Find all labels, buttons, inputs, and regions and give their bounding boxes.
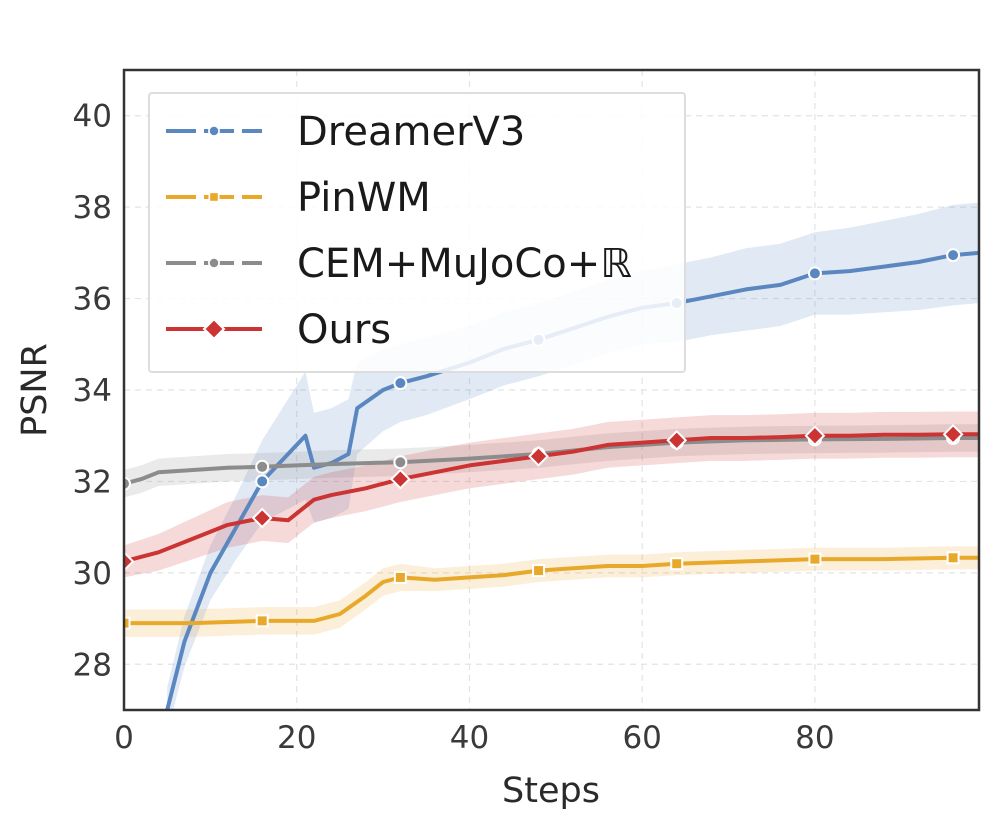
legend-marker-cem-mujoco [208, 257, 220, 269]
x-tick-label: 60 [622, 720, 661, 756]
legend-label-ours: Ours [297, 307, 391, 353]
pinwm-marker [946, 551, 960, 565]
ours-marker [666, 429, 688, 451]
pinwm-marker [255, 614, 269, 628]
y-tick-label: 32 [73, 464, 112, 500]
legend-box [148, 92, 686, 373]
y-tick-label: 30 [73, 556, 112, 592]
dreamerv3-marker [946, 248, 961, 263]
legend-marker-dreamerv3 [208, 125, 220, 137]
legend-label-pinwm: PinWM [297, 175, 431, 221]
x-tick-label: 80 [795, 720, 834, 756]
cem-mujoco-band [124, 424, 979, 498]
x-tick-label: 0 [114, 720, 134, 756]
pinwm-marker [808, 552, 822, 566]
pinwm-marker [670, 557, 684, 571]
ours-band [124, 411, 979, 578]
x-tick-label: 20 [277, 720, 316, 756]
ours-marker [528, 445, 549, 467]
y-tick-label: 38 [73, 190, 112, 226]
pinwm-marker [393, 570, 407, 584]
legend-marker-pinwm [208, 191, 220, 203]
ours-marker [389, 468, 411, 490]
ours-marker [942, 423, 964, 445]
legend-marker-ours [202, 317, 226, 341]
y-tick-label: 36 [73, 282, 112, 318]
y-axis-label: PSNR [15, 343, 55, 437]
legend-label-dreamerv3: DreamerV3 [297, 109, 525, 155]
ours-marker [124, 551, 135, 572]
pinwm-line [124, 555, 979, 626]
pinwm-marker [532, 564, 546, 578]
cem-mujoco-marker [124, 476, 131, 491]
y-tick-label: 28 [73, 647, 112, 683]
dreamerv3-marker [393, 376, 408, 391]
ours-marker [251, 507, 273, 529]
ours-marker [804, 425, 826, 447]
dreamerv3-marker [807, 266, 822, 281]
y-tick-label: 34 [73, 373, 112, 409]
plot-frame [122, 68, 981, 712]
x-axis-label: Steps [502, 771, 600, 811]
legend: DreamerV3 PinWM CEM+MuJoCo+ℝ Ours [148, 92, 686, 373]
cem-mujoco-marker [255, 459, 270, 474]
cem-mujoco-marker [393, 455, 408, 470]
legend-label-cem-mujoco: CEM+MuJoCo+ℝ [297, 241, 632, 287]
axis-ticks: 0 20 40 60 80 28 30 32 34 36 38 40 [73, 99, 835, 756]
x-tick-label: 40 [450, 720, 489, 756]
y-tick-label: 40 [73, 99, 112, 135]
dreamerv3-marker [255, 474, 270, 489]
pinwm-marker [124, 616, 131, 630]
grid-lines [124, 70, 979, 710]
ours-line [124, 432, 979, 564]
